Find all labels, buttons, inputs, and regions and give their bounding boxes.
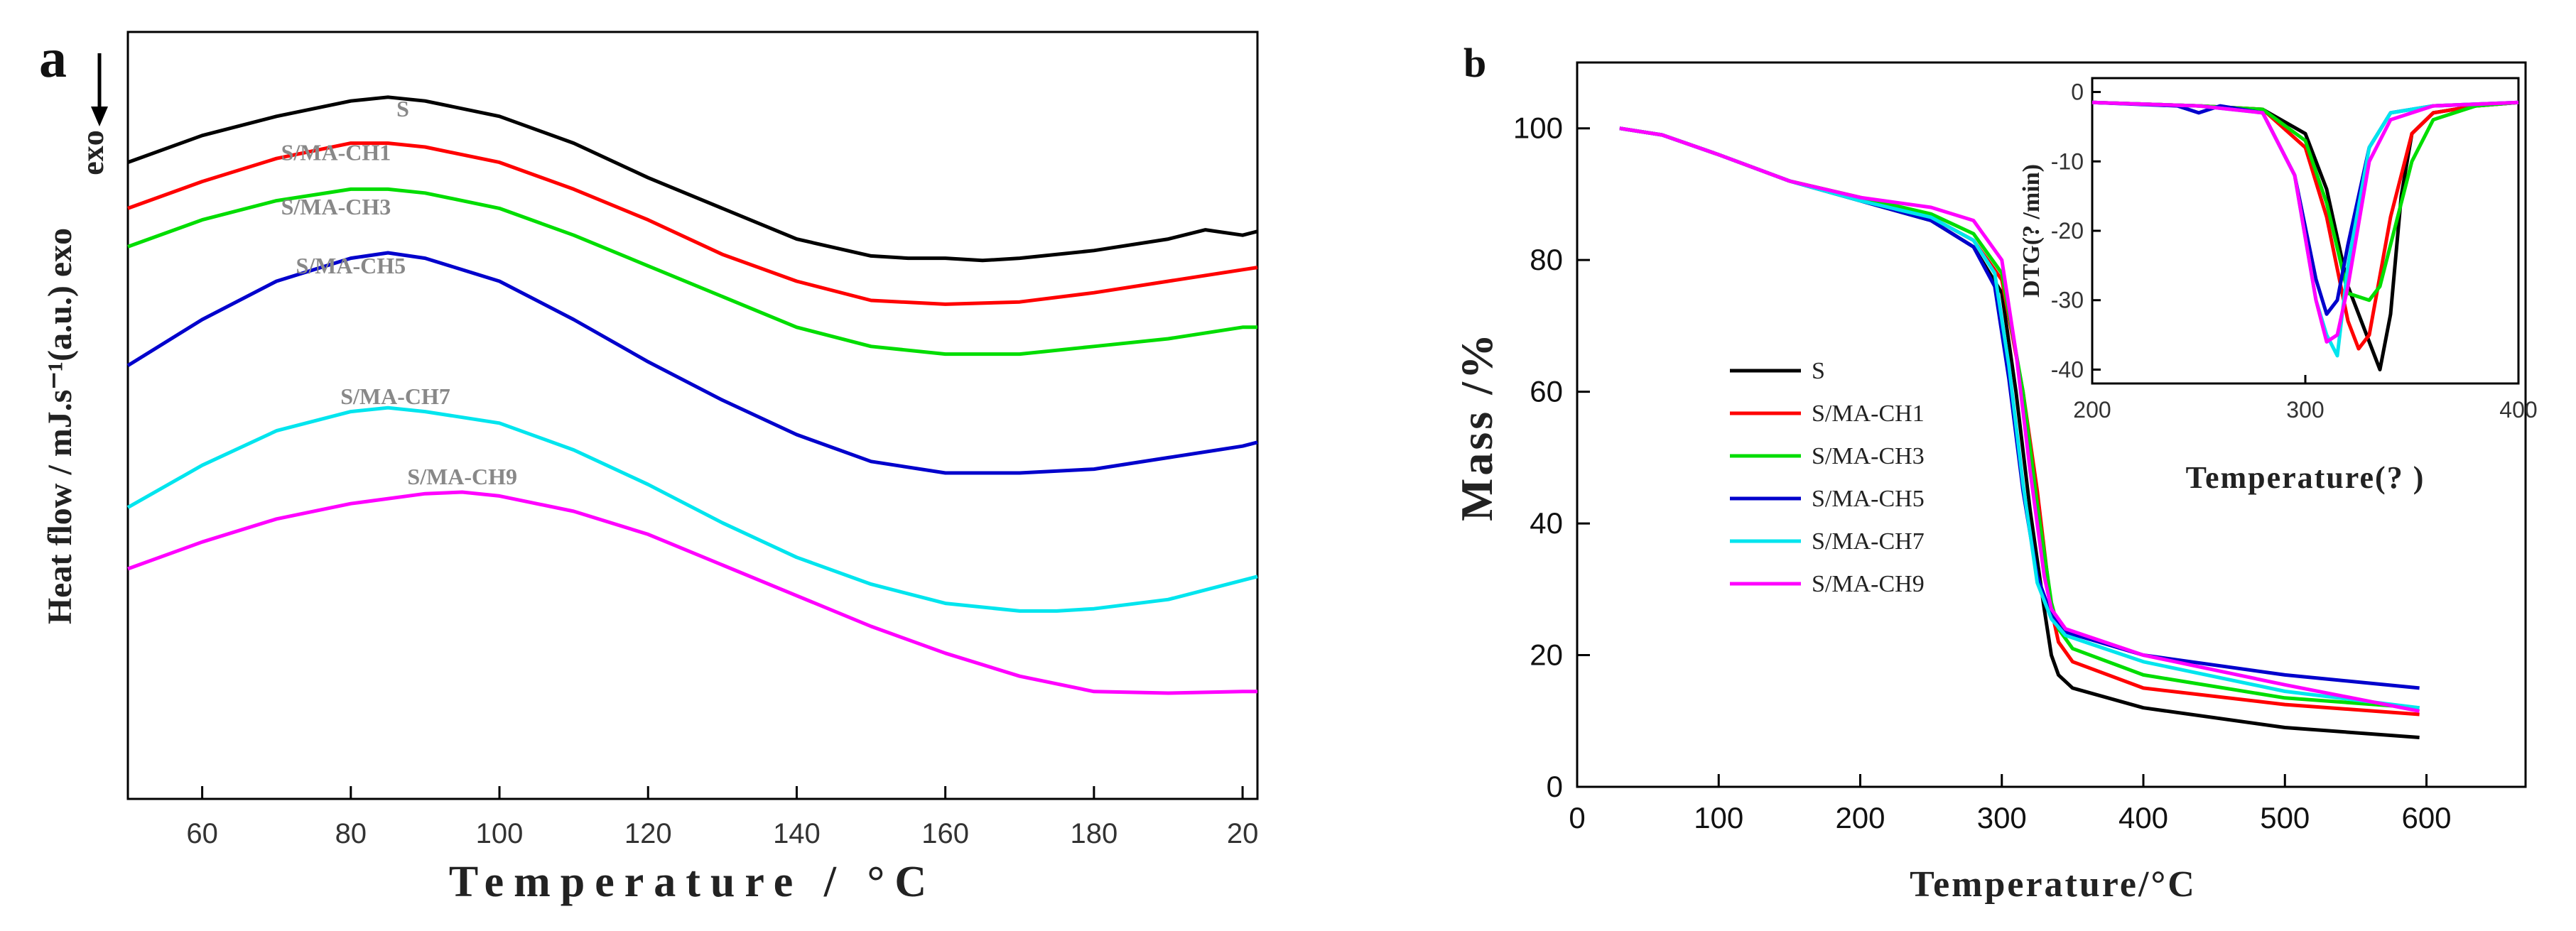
panel-a-curve-label-s-ma-ch7: S/MA-CH7 [340,383,450,409]
panel-a-x-tick-label: 140 [773,818,821,849]
legend-label-s: S [1812,358,1825,384]
inset-curves [2091,100,2519,371]
panel-b-x-tick-label: 300 [1977,801,2027,834]
panel-a-x-tick-label: 120 [624,818,672,849]
panel-b-x-axis-label: Temperature/°C [1910,864,2197,905]
inset-y-axis-label: DTG(? /min) [2018,164,2045,298]
panel-a-y-axis-label: Heat flow / mJ.s⁻¹(a.u.) exo [41,228,79,624]
panel-b-y-tick-label: 100 [1513,111,1563,145]
panel-a-curve-label-s-ma-ch1: S/MA-CH1 [281,139,391,165]
panel-a-curve-label-s-ma-ch3: S/MA-CH3 [281,194,391,219]
panel-a-series-s-ma-ch3 [127,187,1257,356]
inset-series-s-ma-ch3 [2091,100,2519,303]
panel-b-y-axis-label: Mass /% [1451,331,1502,521]
panel-b-y-tick-label: 20 [1530,638,1563,672]
panel-b-x-tick-label: 200 [1835,801,1885,834]
panel-a-curve-label-s: S [396,96,409,121]
panel-a-letter: a [39,27,67,89]
panel-b-x-tick-label: 400 [2118,801,2168,834]
legend-label-s-ma-ch3: S/MA-CH3 [1812,443,1925,469]
panel-a-series-s-ma-ch5 [126,251,1258,475]
inset-y-tick-label: -10 [2051,148,2084,174]
panel-b-letter: b [1463,40,1486,86]
panel-b-curves [1619,126,2420,739]
panel-a-frame [126,31,1259,800]
exo-label: exo [75,130,110,175]
panel-b-y-tick-label: 0 [1547,770,1563,803]
legend-label-s-ma-ch9: S/MA-CH9 [1812,571,1925,597]
panel-a-curve-label-s-ma-ch5: S/MA-CH5 [296,253,406,278]
inset-ticks: 200 300 400 0 -10 -20 -30 -40 [2051,80,2538,423]
panel-a-curves [126,95,1258,695]
inset-y-tick-label: -20 [2051,218,2084,244]
inset-x-tick-label: 400 [2499,397,2537,423]
panel-a-curve-label-s-ma-ch9: S/MA-CH9 [407,464,517,489]
exo-arrowhead-icon [91,107,108,126]
panel-a-series-s [127,95,1258,263]
panel-b-y-tick-label: 60 [1530,375,1563,408]
legend-label-s-ma-ch7: S/MA-CH7 [1812,528,1925,555]
panel-a: a exo 60 80 100 120 140 160 180 20 SS/MA-CH1 S/M… [39,27,1259,906]
inset-x-axis-label: Temperature(? ) [2186,460,2425,495]
panel-b-series-s-ma-ch9 [1619,126,2420,713]
panel-b-x-tick-label: 500 [2260,801,2310,834]
legend-label-s-ma-ch5: S/MA-CH5 [1812,486,1925,512]
inset-series-s-ma-ch9 [2091,100,2519,344]
panel-b-inset: 200 300 400 0 -10 -20 -30 -40 Temperature(? ) D… [2018,77,2538,495]
panel-b-frame [1576,61,2527,788]
panel-b-x-tick-label: 0 [1569,801,1585,834]
panel-b-x-tick-label: 600 [2401,801,2451,834]
panel-a-x-tick-label: 80 [335,818,367,849]
panel-a-x-tick-label: 180 [1070,818,1117,849]
panel-a-x-ticks: 60 80 100 120 140 160 180 20 [186,786,1258,849]
panel-a-series-s-ma-ch1 [127,141,1258,306]
panel-b-x-tick-label: 100 [1694,801,1743,834]
inset-y-tick-label: 0 [2071,80,2084,105]
panel-a-x-axis-label: Temperature / °C [449,858,936,906]
panel-a-x-tick-label: 160 [921,818,969,849]
panel-b-y-tick-label: 80 [1530,243,1563,276]
panel-a-series-s-ma-ch9 [127,490,1257,695]
inset-x-tick-label: 300 [2286,397,2324,423]
panel-a-x-tick-label: 100 [476,818,524,849]
panel-b-legend: S S/MA-CH1 S/MA-CH3 S/MA-CH5 S/MA-CH7 S/MA-CH… [1730,358,1925,597]
panel-a-series-s-ma-ch7 [126,405,1258,613]
panel-b-ticks: 0 100 200 300 400 500 600 0 20 40 60 80 100 [1513,111,2452,834]
panel-a-x-tick-label: 60 [186,818,218,849]
legend-label-s-ma-ch1: S/MA-CH1 [1812,401,1925,427]
panel-b-y-tick-label: 40 [1530,506,1563,540]
panel-b: b 0 100 200 300 400 500 600 0 20 40 60 80 100 S S/MA-… [1451,40,2538,905]
panel-a-x-tick-label: 20 [1227,818,1259,849]
inset-y-tick-label: -40 [2051,356,2084,382]
inset-x-tick-label: 200 [2073,397,2111,423]
panel-a-curve-labels: SS/MA-CH1 S/MA-CH3 S/MA-CH5 S/MA-CH7 S/MA-CH… [281,96,517,489]
inset-y-tick-label: -30 [2051,288,2084,313]
